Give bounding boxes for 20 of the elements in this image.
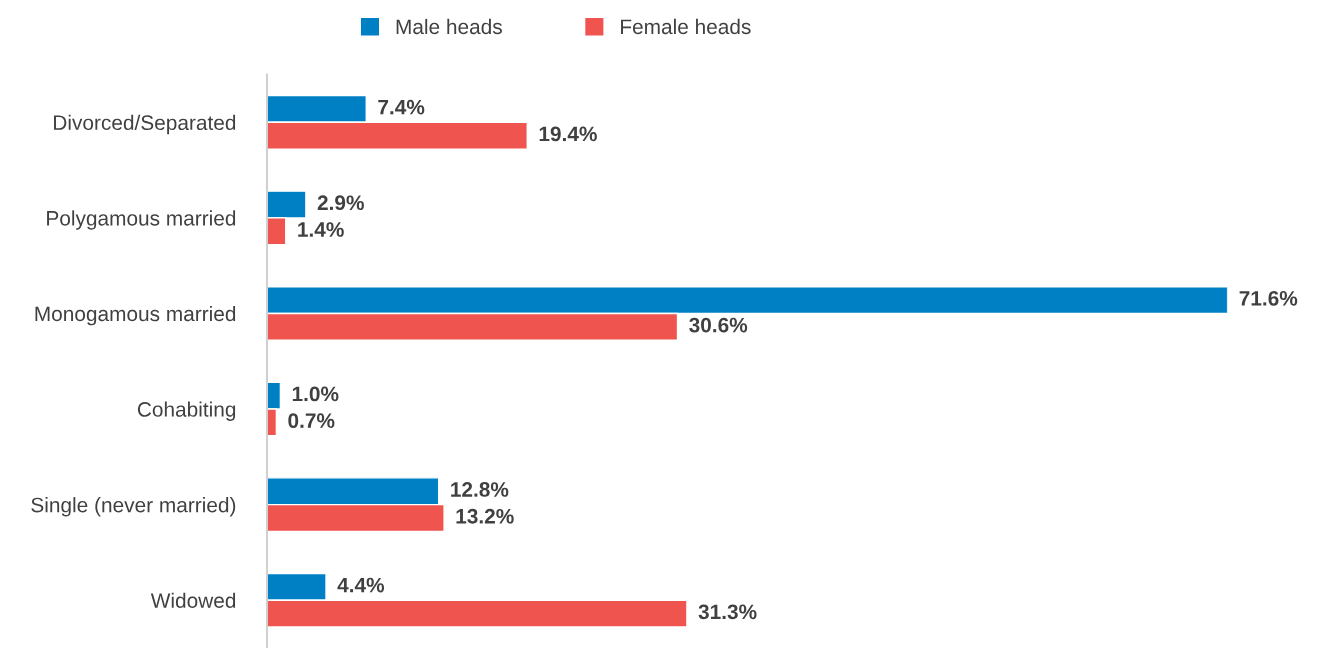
data-label: 30.6%	[689, 317, 748, 333]
y-tick-label: Polygamous married	[47, 210, 236, 230]
data-label: 2.9%	[317, 195, 364, 211]
data-label: 31.3%	[698, 604, 757, 620]
data-label: 19.4%	[539, 126, 597, 142]
y-tick-label: Cohabiting	[137, 401, 236, 421]
legend-label: Male heads	[396, 18, 502, 35]
data-label: 71.6%	[1239, 290, 1298, 306]
data-label: 1.0%	[292, 386, 339, 402]
legend-label: Female heads	[621, 18, 751, 35]
data-label: 13.2%	[456, 508, 514, 524]
y-tick-label: Divorced/Separated	[54, 114, 236, 135]
data-label: 4.4%	[337, 577, 385, 593]
data-label: 12.8%	[451, 482, 509, 497]
y-tick-label: Single (never married)	[31, 497, 236, 517]
y-tick-label: Monogamous married	[35, 305, 236, 326]
data-label: 1.4%	[298, 222, 344, 237]
y-tick-label: Widowed	[150, 592, 236, 608]
data-label: 7.4%	[378, 99, 425, 115]
data-label: 0.7%	[288, 413, 335, 429]
